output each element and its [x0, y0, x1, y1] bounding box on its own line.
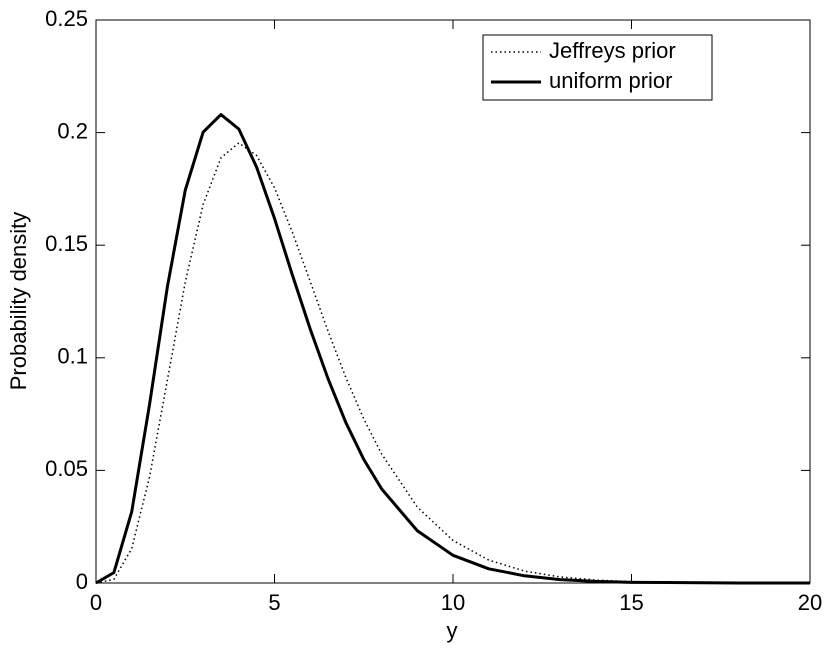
- legend-box: [482, 34, 713, 101]
- y-axis-label: Probability density: [6, 212, 31, 391]
- y-tick-label: 0.15: [45, 231, 88, 256]
- x-axis-label: y: [447, 618, 458, 643]
- y-tick-label: 0.25: [45, 6, 88, 31]
- x-tick-label: 20: [798, 590, 822, 615]
- x-tick-label: 15: [619, 590, 643, 615]
- x-tick-label: 5: [268, 590, 280, 615]
- legend-label: Jeffreys prior: [549, 38, 676, 63]
- line-series: [95, 113, 810, 585]
- y-tick-label: 0.1: [57, 344, 88, 369]
- y-tick-label: 0.05: [45, 456, 88, 481]
- x-tick-label: 0: [90, 590, 102, 615]
- legend-label: uniform prior: [549, 68, 672, 93]
- y-tick-label: 0.2: [57, 118, 88, 143]
- x-tick-label: 10: [441, 590, 465, 615]
- y-tick-label: 0: [76, 569, 88, 594]
- plot-frame: [95, 19, 811, 584]
